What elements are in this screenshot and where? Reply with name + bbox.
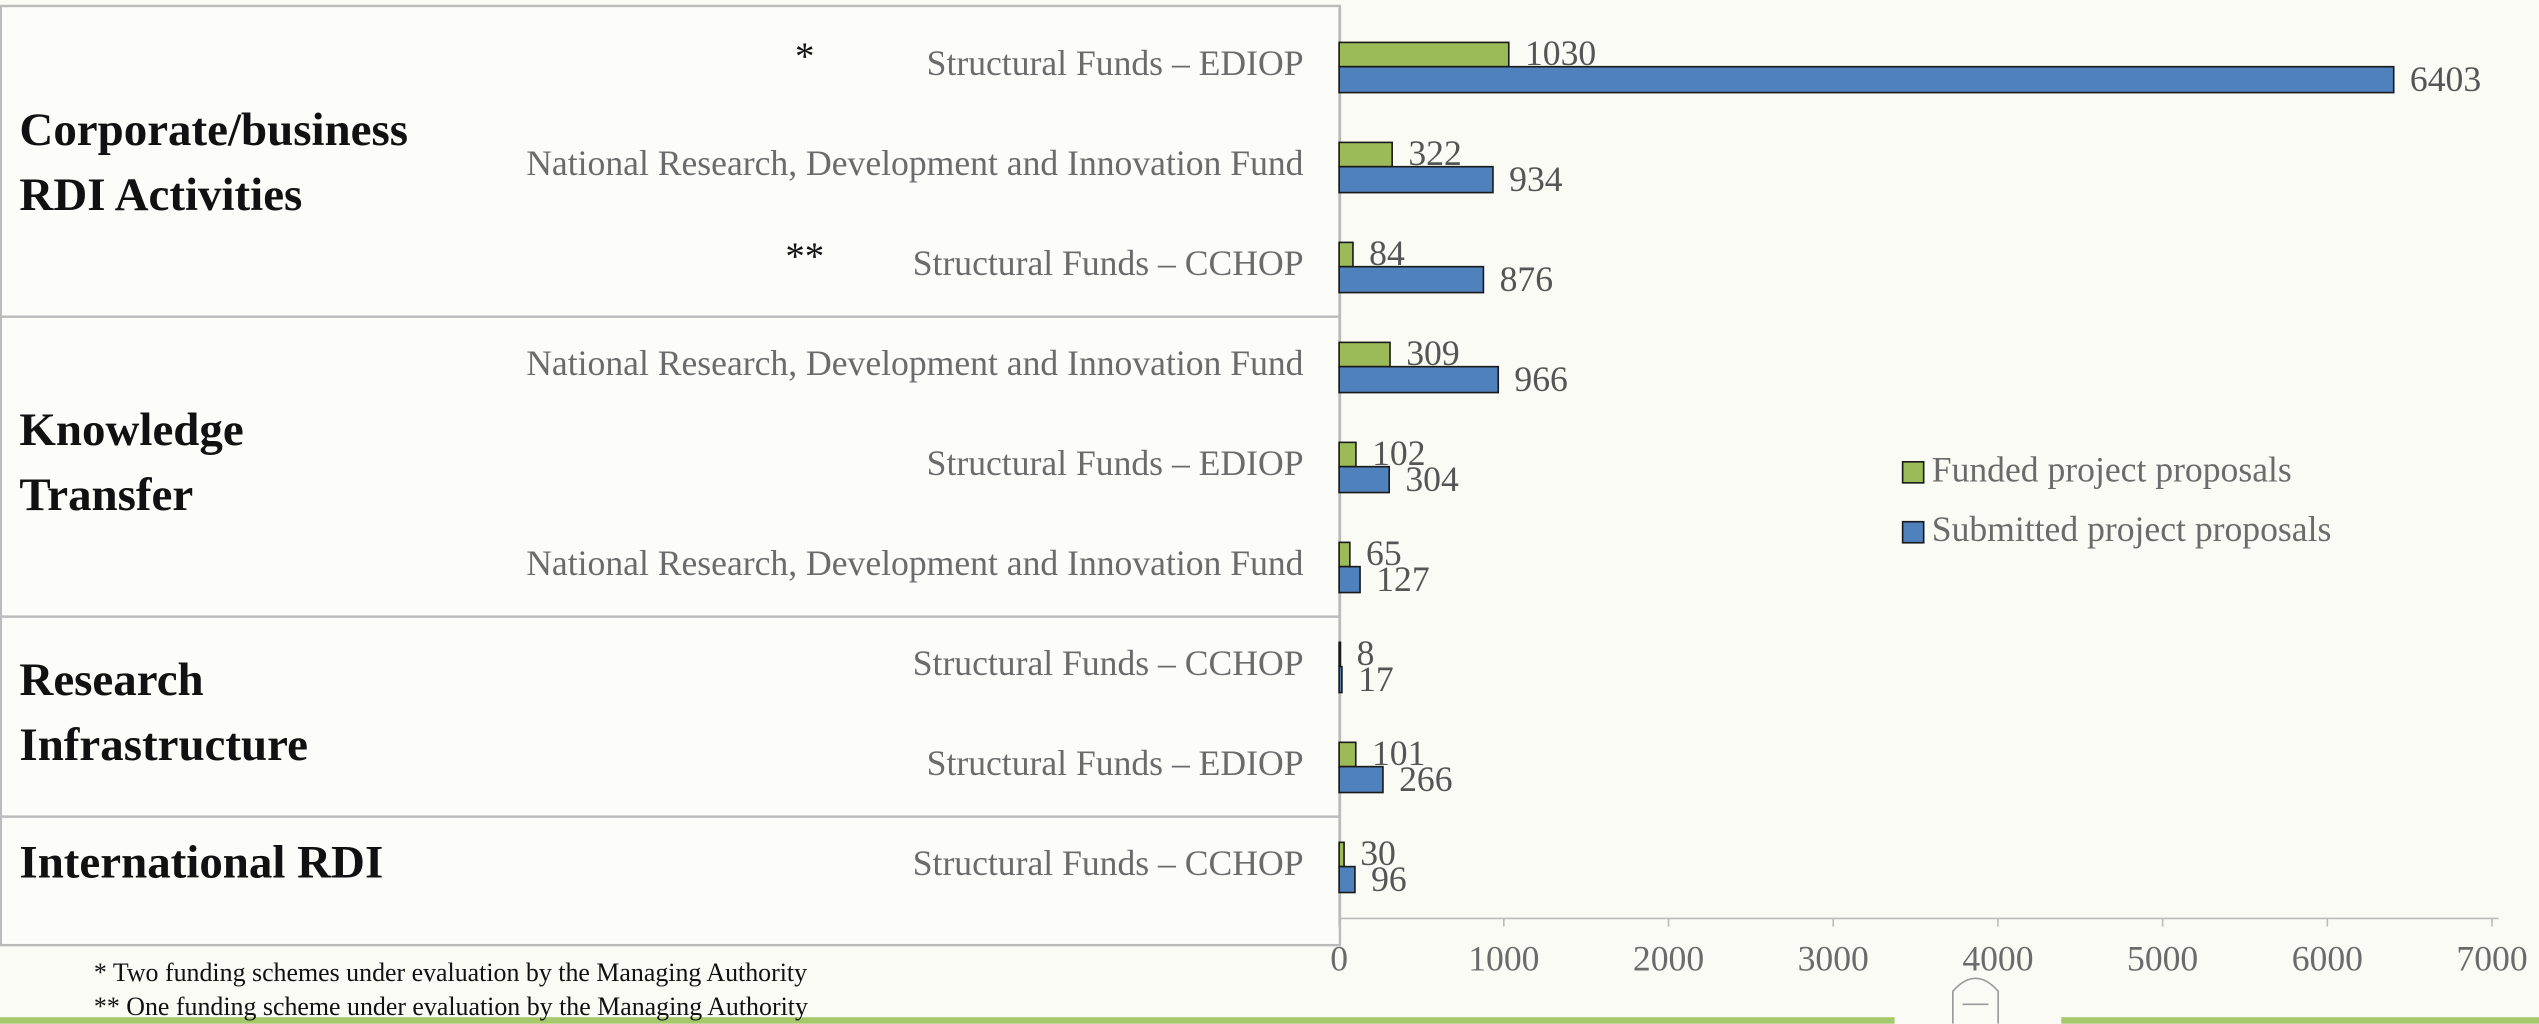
legend-label: Funded project proposals: [1932, 449, 2292, 489]
x-tick-label: 7000: [2456, 938, 2527, 978]
legend-swatch: [1901, 520, 1925, 544]
bar: [1338, 165, 1494, 194]
value-label: 65: [1366, 533, 1402, 573]
x-tick-label: 6000: [2292, 938, 2363, 978]
value-label: 876: [1500, 259, 1553, 299]
category-note: **: [785, 235, 824, 278]
group-label: Research: [19, 654, 203, 706]
value-label: 30: [1360, 833, 1396, 873]
footer-band: [2061, 1017, 2539, 1024]
legend-swatch: [1901, 460, 1925, 484]
bar: [1338, 265, 1485, 294]
bar: [1338, 541, 1351, 568]
x-tick-label: 5000: [2127, 938, 2198, 978]
category-label: Structural Funds – CCHOP: [913, 843, 1304, 883]
bar: [1338, 841, 1345, 868]
category-label: Structural Funds – EDIOP: [927, 443, 1304, 483]
value-label: 934: [1509, 159, 1563, 199]
x-tick-label: 3000: [1798, 938, 1869, 978]
value-label: 304: [1405, 459, 1459, 499]
category-label: Structural Funds – EDIOP: [927, 743, 1304, 783]
bar: [1338, 441, 1357, 468]
value-label: 266: [1399, 759, 1452, 799]
group-label: Infrastructure: [19, 719, 308, 771]
group-label: RDI Activities: [19, 169, 302, 221]
footnote: ** One funding scheme under evaluation b…: [94, 992, 808, 1021]
value-label: 96: [1371, 859, 1407, 899]
x-tick-label: 4000: [1962, 938, 2033, 978]
category-label: Structural Funds – CCHOP: [913, 643, 1304, 683]
bar: [1338, 865, 1356, 894]
footer-band: [0, 1017, 1895, 1024]
category-label: National Research, Development and Innov…: [526, 343, 1303, 383]
bar: [1338, 465, 1391, 494]
group-label: Transfer: [19, 469, 193, 521]
label-panel: [0, 4, 1342, 947]
bar: [1338, 741, 1357, 768]
category-label: National Research, Development and Innov…: [526, 143, 1303, 183]
logo: [1952, 977, 1999, 1024]
value-label: 127: [1376, 559, 1429, 599]
group-label: Corporate/business: [19, 104, 408, 156]
bar: [1338, 565, 1361, 594]
value-label: 17: [1358, 659, 1394, 699]
value-label: 6403: [2410, 59, 2481, 99]
x-tick-label: 1000: [1468, 938, 1539, 978]
category-note: *: [795, 35, 814, 78]
footnote: * Two funding schemes under evaluation b…: [94, 958, 807, 987]
value-label: 966: [1514, 359, 1567, 399]
legend-label: Submitted project proposals: [1932, 509, 2332, 549]
bar: [1338, 241, 1354, 268]
bar: [1338, 141, 1393, 168]
bar: [1338, 365, 1500, 394]
bar: [1338, 641, 1342, 668]
bar: [1338, 341, 1391, 368]
bar: [1338, 65, 2395, 94]
group-label: Knowledge: [19, 404, 243, 456]
group-label: International RDI: [19, 836, 383, 888]
category-label: Structural Funds – EDIOP: [927, 43, 1304, 83]
x-tick-label: 2000: [1633, 938, 1704, 978]
bar: [1338, 665, 1343, 694]
category-label: National Research, Development and Innov…: [526, 543, 1303, 583]
x-tick-label: 0: [1330, 938, 1348, 978]
category-label: Structural Funds – CCHOP: [913, 243, 1304, 283]
bar: [1338, 41, 1510, 68]
bar: [1338, 765, 1384, 794]
value-label: 8: [1357, 633, 1375, 673]
